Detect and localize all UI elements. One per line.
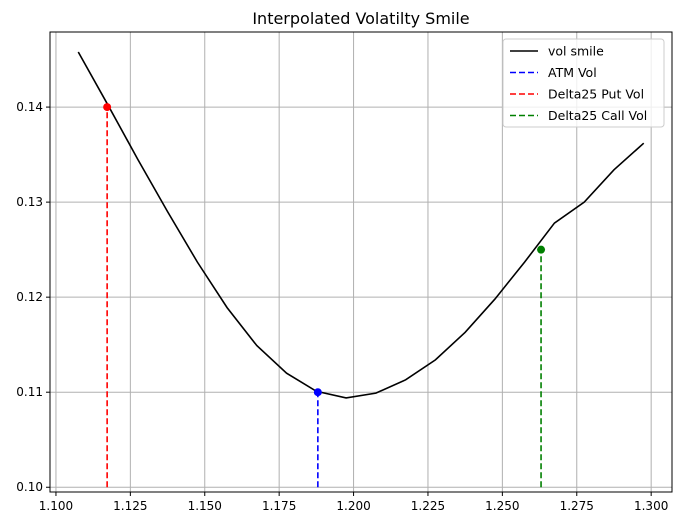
y-tick-label: 0.14 <box>16 100 43 114</box>
x-tick-label: 1.300 <box>634 499 668 513</box>
legend-label: Delta25 Call Vol <box>548 108 647 123</box>
y-axis: 0.10 0.11 0.12 0.13 0.14 <box>16 100 50 494</box>
x-tick-label: 1.250 <box>485 499 519 513</box>
x-axis: 1.100 1.125 1.150 1.175 1.200 1.225 1.250 1.275… <box>39 492 668 513</box>
plot-frame <box>49 31 673 493</box>
y-tick-label: 0.10 <box>16 480 43 494</box>
chart-title: Interpolated Volatilty Smile <box>252 9 469 28</box>
y-tick-label: 0.11 <box>16 385 43 399</box>
y-tick-label: 0.13 <box>16 195 43 209</box>
atm-vol-point <box>313 388 322 397</box>
x-tick-label: 1.125 <box>113 499 147 513</box>
legend-label: ATM Vol <box>548 65 597 80</box>
x-tick-label: 1.275 <box>560 499 594 513</box>
x-tick-label: 1.225 <box>411 499 445 513</box>
legend-label: vol smile <box>548 44 604 59</box>
series-layer <box>77 51 645 488</box>
y-tick-label: 0.12 <box>16 290 43 304</box>
x-tick-label: 1.200 <box>336 499 370 513</box>
legend-label: Delta25 Put Vol <box>548 87 644 102</box>
delta25-put-vol-point <box>103 103 112 112</box>
x-tick-label: 1.100 <box>39 499 73 513</box>
vol-smile-line <box>77 51 645 399</box>
legend: vol smile ATM Vol Delta25 Put Vol Delta25 C… <box>502 38 665 128</box>
x-tick-label: 1.175 <box>262 499 296 513</box>
delta25-call-vol-point <box>537 245 546 254</box>
x-tick-label: 1.150 <box>188 499 222 513</box>
